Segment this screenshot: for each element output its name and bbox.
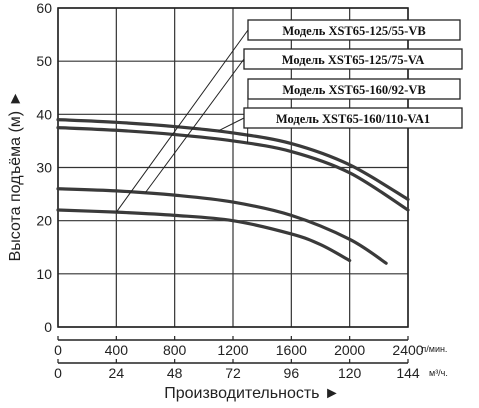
plot-frame <box>57 7 409 328</box>
x-unit-lmin: л/мин. <box>421 344 447 354</box>
y-axis-title: Высота подъёма (м) ► <box>7 91 24 262</box>
y-tick-label: 0 <box>44 319 52 335</box>
legend-label: Модель XST65-125/55-VB <box>282 24 425 38</box>
x-tick-label-m3h: 120 <box>338 365 362 381</box>
x-tick-label-m3h: 144 <box>396 365 420 381</box>
y-tick-label: 60 <box>36 0 52 16</box>
y-tick-label: 20 <box>36 213 52 229</box>
x-tick-label-m3h: 48 <box>167 365 183 381</box>
series-xst65-160-92-vb-line <box>56 126 410 212</box>
series-xst65-160-110-va1-line <box>56 118 410 201</box>
x-axis-title: Производительность ► <box>164 385 340 402</box>
y-tick-label: 10 <box>36 266 52 282</box>
x-tick-label-lmin: 2000 <box>334 342 365 358</box>
x-tick-label-lmin: 400 <box>105 342 129 358</box>
legend-leader-line <box>145 58 245 193</box>
x-tick-label-lmin: 2400 <box>392 342 423 358</box>
x-tick-label-lmin: 1200 <box>217 342 248 358</box>
x-tick-label-m3h: 96 <box>284 365 300 381</box>
x-tick-label-lmin: 0 <box>54 342 62 358</box>
legend-leader-line <box>115 29 249 213</box>
y-tick-label: 50 <box>36 53 52 69</box>
legend-label: Модель XST65-160/110-VA1 <box>276 112 430 126</box>
x-unit-m3h: м³/ч. <box>429 368 448 378</box>
y-tick-label: 30 <box>36 160 52 176</box>
series-xst65-125-75-va-line <box>56 187 388 265</box>
legend-label: Модель XST65-125/75-VA <box>282 53 424 67</box>
x-tick-label-m3h: 72 <box>225 365 241 381</box>
x-tick-label-lmin: 800 <box>163 342 187 358</box>
legend-label: Модель XST65-160/92-VB <box>282 83 425 97</box>
series-xst65-125-55-vb-line <box>56 208 352 263</box>
x-tick-label-m3h: 0 <box>54 365 62 381</box>
x-tick-label-m3h: 24 <box>109 365 125 381</box>
y-tick-label: 40 <box>36 106 52 122</box>
legend-leader-line <box>218 117 245 132</box>
x-tick-label-lmin: 1600 <box>276 342 307 358</box>
